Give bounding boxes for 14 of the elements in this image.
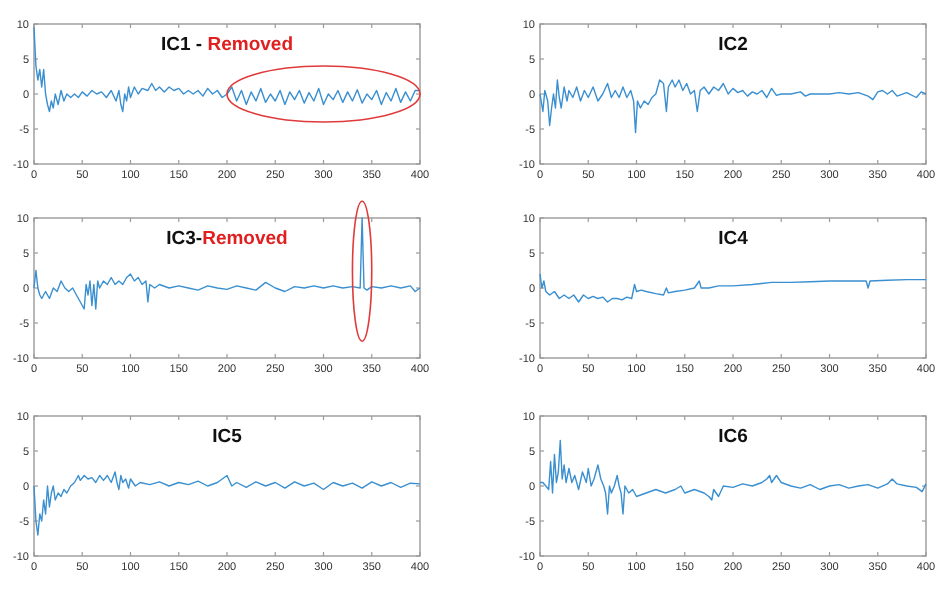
line-series [33, 217, 421, 310]
text: IC5 [212, 426, 244, 448]
line-series [539, 79, 927, 134]
text: IC3- [166, 228, 203, 250]
text: Removed [202, 228, 289, 250]
text: Removed [202, 34, 294, 56]
text: IC1 - [161, 34, 203, 56]
line-series [539, 273, 927, 303]
line-series [539, 439, 927, 515]
line-series [33, 471, 421, 536]
text: IC6 [718, 426, 748, 448]
line-series [33, 26, 421, 113]
text: IC4 [718, 228, 750, 250]
text: IC2 [718, 34, 748, 56]
